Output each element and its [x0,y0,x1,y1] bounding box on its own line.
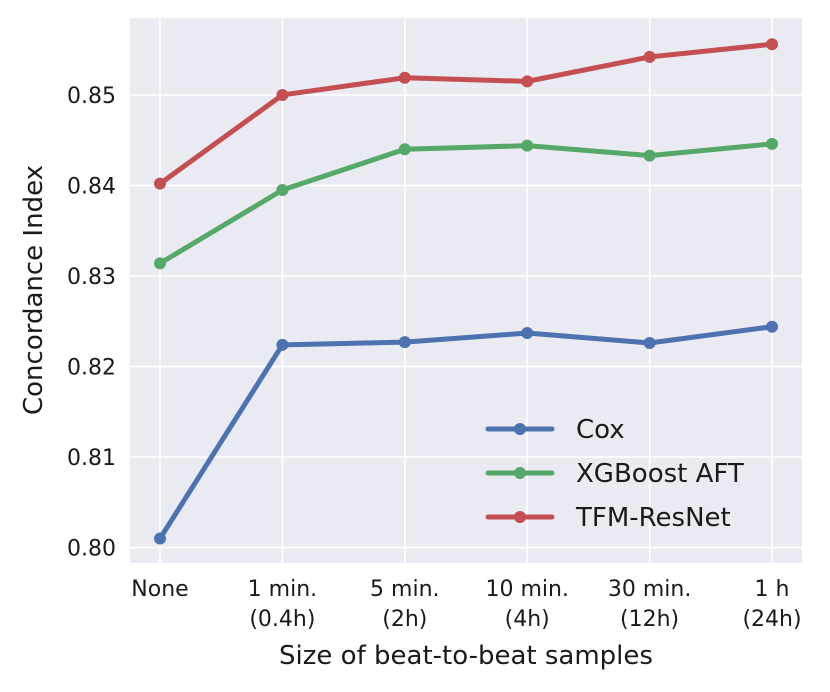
y-tick-label: 0.82 [67,356,116,381]
y-tick-label: 0.81 [67,446,116,471]
x-tick-label: 10 min. (4h) [485,577,568,632]
data-point-cox [521,327,534,340]
legend-label: TFM-ResNet [575,503,731,533]
data-point-cox [643,337,656,350]
data-point-tfm-resnet [154,177,166,190]
legend-marker [514,467,526,479]
x-tick-label: 5 min. (2h) [370,577,439,632]
legend-label: XGBoost AFT [576,459,744,489]
data-point-xgboost-aft [276,184,289,197]
legend-label: Cox [576,415,625,445]
series-line-xgboost-aft [157,141,775,266]
data-point-tfm-resnet [521,75,534,88]
data-point-tfm-resnet [643,50,656,63]
y-tick-label: 0.84 [67,174,116,199]
data-point-cox [276,338,289,351]
x-tick-label: 30 min. (12h) [608,577,691,632]
legend-marker [514,423,526,435]
data-point-tfm-resnet [398,71,411,84]
data-point-xgboost-aft [398,143,411,156]
x-tick-label: 1 h (24h) [742,577,801,632]
data-point-tfm-resnet [276,88,289,101]
y-tick-label: 0.83 [67,265,116,290]
y-axis-label: Concordance Index [19,165,49,415]
legend-marker [514,511,526,523]
data-point-tfm-resnet [766,38,778,51]
data-point-cox [398,336,411,349]
x-axis-label: Size of beat-to-beat samples [279,641,653,671]
x-tick-label: 1 min. (0.4h) [248,577,317,632]
plot-background [130,18,802,563]
y-tick-label: 0.80 [67,537,116,562]
series-line-cox [157,324,775,542]
data-point-cox [766,320,778,333]
legend: Cox XGBoost AFT TFM-ResNet [485,415,744,533]
series-line-tfm-resnet [157,41,775,187]
y-tick-label: 0.85 [67,84,116,109]
x-tick-label: None [131,577,188,602]
x-tick-labels: None 1 min. (0.4h) 5 min. (2h) 10 min. (4h) 30 … [131,577,801,632]
data-point-xgboost-aft [766,137,778,150]
data-point-xgboost-aft [521,139,534,152]
data-point-cox [154,532,166,545]
y-tick-labels: 0.80 0.81 0.82 0.83 0.84 0.85 [67,84,116,562]
data-point-xgboost-aft [643,149,656,162]
data-point-xgboost-aft [154,257,166,270]
series-layer [154,38,778,545]
